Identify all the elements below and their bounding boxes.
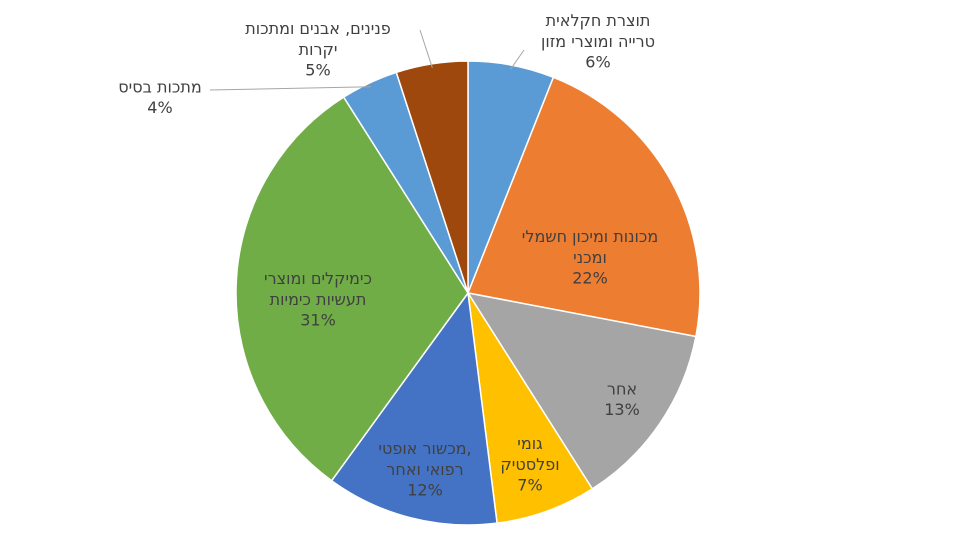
data-label: מתכות בסיס	[118, 77, 201, 96]
label-line: אחר	[607, 379, 637, 398]
label-line: מכונות ומיכון חשמלי	[522, 227, 658, 246]
data-label: מכונות ומיכון חשמלי ומכני	[522, 227, 658, 267]
pie-slice	[467, 292, 594, 525]
label-line: כימיקלים ומוצרי	[264, 269, 372, 288]
pie-slice	[466, 76, 701, 338]
label-line: ופלסטיק	[500, 455, 559, 474]
label-line: ומכני	[573, 248, 607, 267]
value-label: 6%	[585, 53, 610, 72]
label-line: טרייה ומוצרי מזון	[541, 32, 655, 51]
pie-slice	[235, 96, 469, 482]
data-label: כימיקלים ומוצרי תעשיות כימיות	[264, 269, 372, 309]
label-line: רפואי ואחר	[386, 460, 463, 479]
leader-line	[510, 49, 525, 70]
data-label: תוצרת חקלאית טרייה ומוצרי מזון	[541, 11, 655, 51]
label-line: תעשיות כימיות	[270, 290, 367, 309]
label-line: מתכות בסיס	[118, 77, 201, 96]
data-label: אחר	[607, 379, 637, 398]
leader-line	[209, 86, 371, 91]
value-label: 12%	[407, 481, 443, 500]
data-label: פנינים, אבנים ומתכות יקרות	[245, 19, 390, 59]
label-line: תוצרת חקלאית	[546, 11, 651, 30]
value-label: 13%	[604, 400, 640, 419]
value-label: 4%	[147, 98, 172, 117]
value-label: 31%	[300, 311, 336, 330]
label-line: גומי	[517, 434, 543, 453]
value-label: 5%	[305, 61, 330, 80]
label-line: מכשור אופטי,	[378, 439, 471, 458]
value-label: 22%	[572, 269, 608, 288]
pie-slice	[395, 60, 469, 294]
pie-slice	[466, 291, 697, 490]
pie-slice	[330, 291, 498, 526]
data-label: גומי ופלסטיק	[500, 434, 559, 474]
data-label: מכשור אופטי, רפואי ואחר	[378, 439, 471, 479]
label-line: יקרות	[299, 40, 338, 59]
label-line: פנינים, אבנים ומתכות	[245, 19, 390, 38]
leader-line	[419, 29, 433, 68]
value-label: 7%	[517, 476, 542, 495]
